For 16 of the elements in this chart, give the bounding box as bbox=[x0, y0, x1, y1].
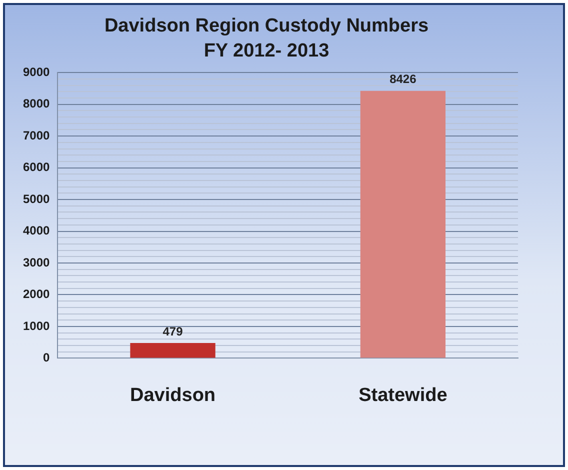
y-tick-label: 6000 bbox=[22, 160, 50, 174]
y-tick-label: 5000 bbox=[22, 192, 50, 206]
data-label: 8426 bbox=[390, 72, 417, 86]
chart-subtitle: FY 2012- 2013 bbox=[204, 40, 330, 62]
y-tick-label: 1000 bbox=[22, 318, 50, 333]
y-tick-label: 2000 bbox=[22, 287, 50, 302]
x-tick-label: Davidson bbox=[130, 384, 216, 406]
y-tick-label: 4000 bbox=[22, 224, 50, 238]
chart-title: Davidson Region Custody Numbers bbox=[104, 16, 429, 37]
y-tick-label: 3000 bbox=[22, 255, 50, 270]
x-tick-label: Statewide bbox=[358, 384, 448, 406]
y-tick-label: 0 bbox=[43, 350, 50, 365]
y-tick-label: 7000 bbox=[22, 128, 50, 142]
y-tick-label: 8000 bbox=[22, 96, 50, 111]
data-label: 479 bbox=[162, 324, 184, 338]
y-tick-label: 9000 bbox=[22, 64, 50, 79]
